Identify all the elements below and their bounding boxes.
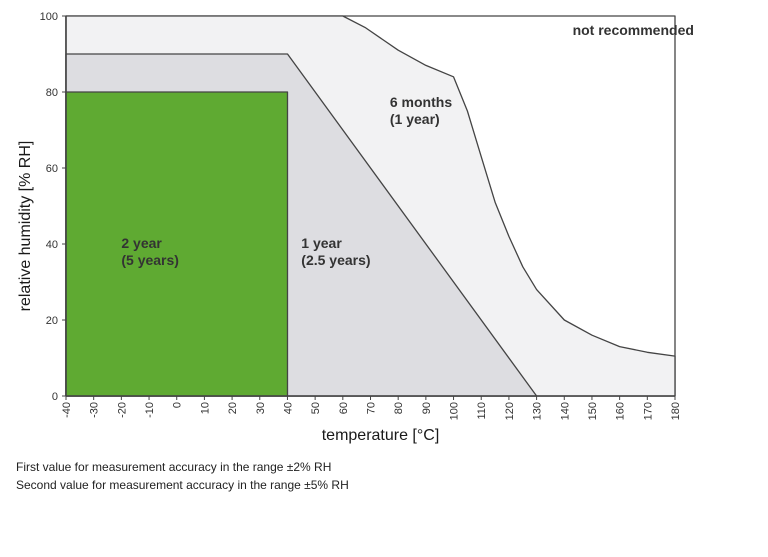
- region-label-1-year-2-5-years: (2.5 years): [301, 252, 370, 268]
- x-tick-label: 0: [172, 402, 184, 408]
- chart: 0 20 40 60 80 100 -40 -30 -20 -10 0 10 20 30 40 50 60 70 8…: [17, 11, 694, 444]
- x-tick-label: -20: [116, 402, 128, 418]
- x-tick-label: -40: [61, 402, 73, 418]
- x-tick-label: 120: [504, 402, 516, 420]
- x-tick-label: 150: [587, 402, 599, 420]
- x-tick-label: 80: [393, 402, 405, 414]
- y-tick-label: 40: [46, 239, 58, 251]
- x-tick-label: 130: [532, 402, 544, 420]
- x-tick-label: 50: [310, 402, 322, 414]
- footnote-accuracy-first: First value for measurement accuracy in …: [16, 460, 332, 474]
- y-tick-label: 0: [52, 391, 58, 403]
- region-label-2-year-5-years: (5 years): [121, 252, 179, 268]
- x-tick-label: 40: [282, 402, 294, 414]
- region-label-2-year-5-years: 2 year: [121, 235, 162, 251]
- x-tick-label: 100: [449, 402, 461, 420]
- x-tick-label: 10: [199, 402, 211, 414]
- footnote-accuracy-second: Second value for measurement accuracy in…: [16, 478, 349, 492]
- x-tick-label: -30: [89, 402, 101, 418]
- y-tick-label: 80: [46, 87, 58, 99]
- y-tick-label: 60: [46, 163, 58, 175]
- y-axis-title: relative humidity [% RH]: [17, 141, 34, 312]
- x-tick-label: 140: [559, 402, 571, 420]
- x-tick-label: -10: [144, 402, 156, 418]
- x-tick-label: 110: [476, 402, 488, 420]
- region-2-year-5-years: [65, 91, 289, 397]
- x-tick-label: 90: [421, 402, 433, 414]
- region-label-6-months-1-year: 6 months: [390, 94, 452, 110]
- x-tick-label: 170: [642, 402, 654, 420]
- region-label-not-recommended: not recommended: [573, 22, 694, 38]
- x-tick-label: 160: [615, 402, 627, 420]
- region-label-1-year-2-5-years: 1 year: [301, 235, 342, 251]
- region-label-6-months-1-year: (1 year): [390, 111, 440, 127]
- x-axis-title: temperature [°C]: [322, 427, 440, 444]
- y-tick-label: 20: [46, 315, 58, 327]
- x-tick-label: 30: [255, 402, 267, 414]
- y-tick-label: 100: [40, 11, 58, 23]
- x-tick-label: 70: [366, 402, 378, 414]
- x-tick-label: 60: [338, 402, 350, 414]
- x-tick-label: 20: [227, 402, 239, 414]
- x-tick-label: 180: [670, 402, 682, 420]
